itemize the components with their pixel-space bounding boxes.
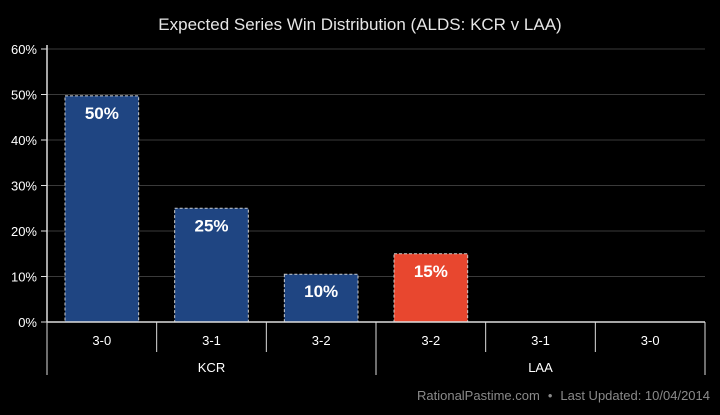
chart-title: Expected Series Win Distribution (ALDS: … <box>158 15 561 34</box>
footer-updated: Last Updated: 10/04/2014 <box>560 388 710 403</box>
data-label: 50% <box>85 104 119 123</box>
footer-separator: • <box>548 388 553 403</box>
x-tick-label: 3-2 <box>312 333 331 348</box>
y-tick-label: 40% <box>11 133 37 148</box>
bar <box>283 273 359 323</box>
y-tick-label: 10% <box>11 270 37 285</box>
footer: RationalPastime.com • Last Updated: 10/04/… <box>417 388 710 403</box>
bar <box>64 95 140 323</box>
y-tick-label: 50% <box>11 88 37 103</box>
y-tick-label: 20% <box>11 224 37 239</box>
x-tick-label: 3-1 <box>531 333 550 348</box>
x-tick-label: 3-2 <box>421 333 440 348</box>
data-label: 25% <box>194 216 228 235</box>
group-label: LAA <box>528 360 553 375</box>
group-label: KCR <box>198 360 225 375</box>
data-label: 15% <box>414 262 448 281</box>
y-tick-label: 60% <box>11 42 37 57</box>
x-tick-label: 3-0 <box>92 333 111 348</box>
x-tick-label: 3-1 <box>202 333 221 348</box>
footer-site: RationalPastime.com <box>417 388 540 403</box>
bar <box>174 207 249 323</box>
y-tick-label: 30% <box>11 179 37 194</box>
y-tick-label: 0% <box>18 315 37 330</box>
data-label: 10% <box>304 282 338 301</box>
x-tick-label: 3-0 <box>641 333 660 348</box>
bar <box>393 253 469 323</box>
